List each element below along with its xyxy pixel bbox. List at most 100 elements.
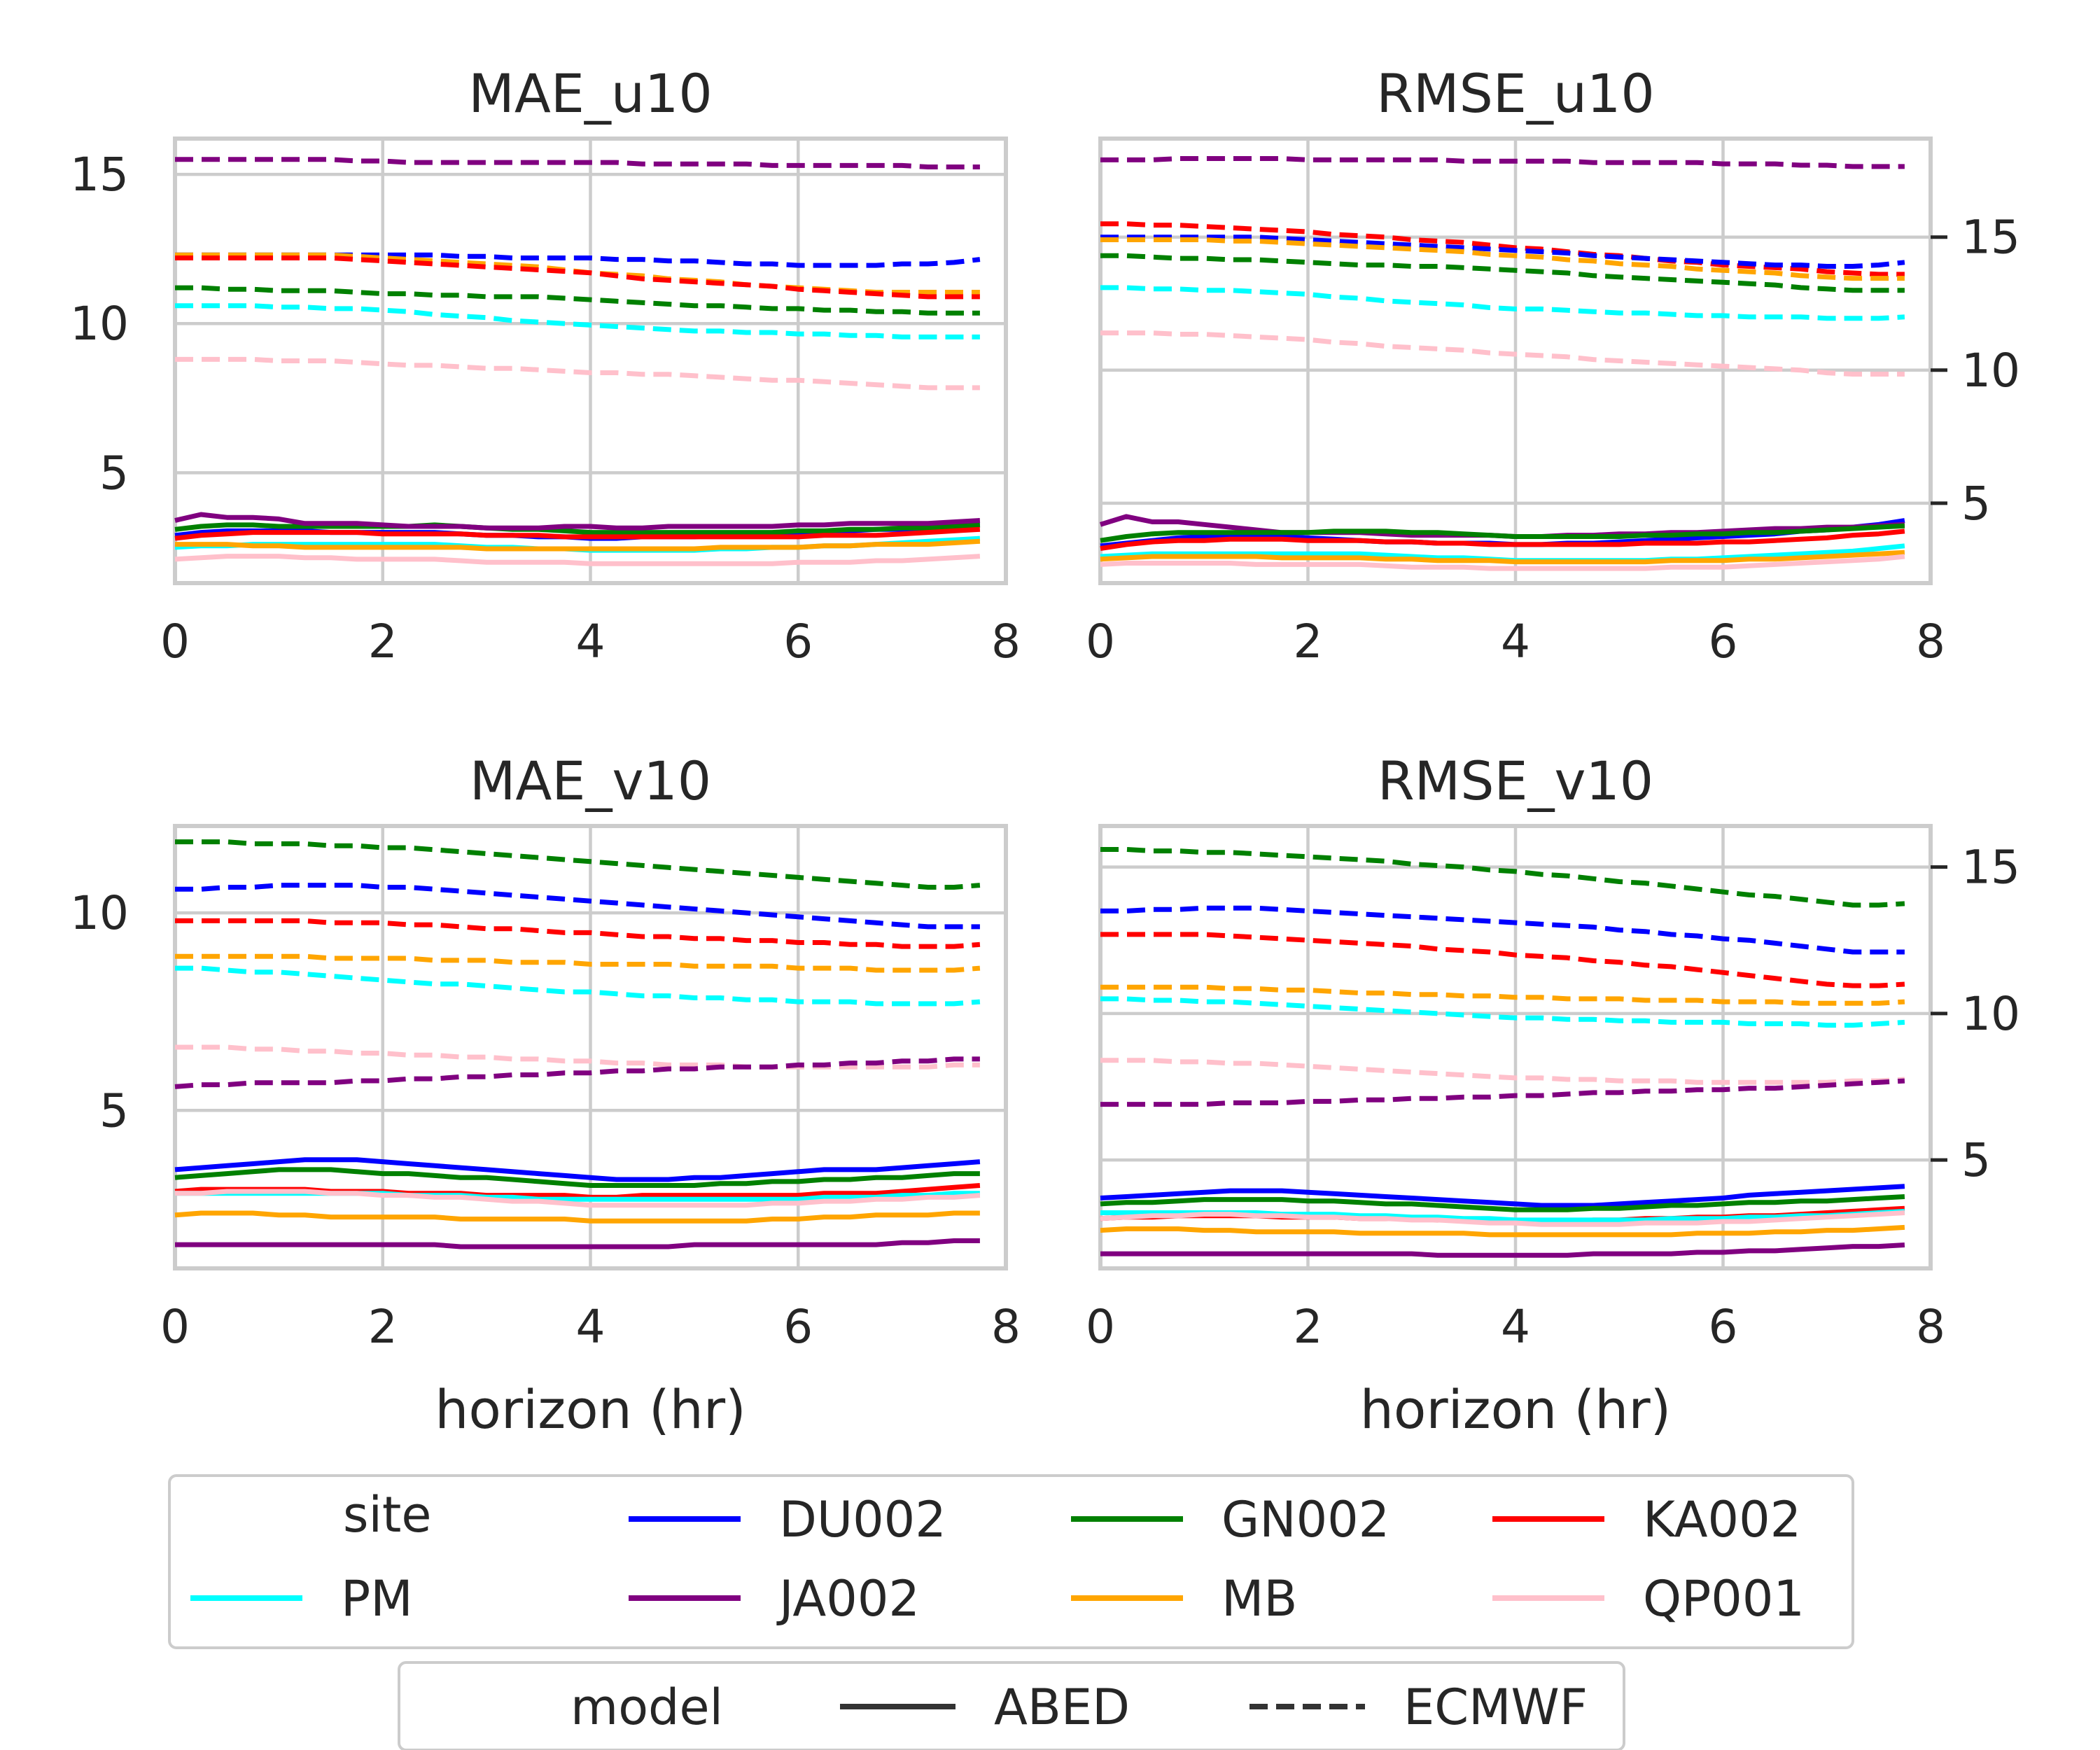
series-line-du002-ecmwf <box>175 883 980 930</box>
series-line-qp001-abed <box>174 554 981 566</box>
series-line-du002-ecmwf <box>1100 234 1905 269</box>
y-tick-label: 10 <box>1961 344 2020 398</box>
series-line-ka002-ecmwf <box>1100 221 1905 277</box>
legend-site-label-qp001: QP001 <box>1643 1570 1805 1628</box>
y-tick-label: 10 <box>70 886 129 940</box>
x-tick-label: 8 <box>1916 615 1945 668</box>
panel-mae-u10: MAE_u10 0 2 4 6 8 5 10 15 <box>70 62 1021 668</box>
series-line-pm-ecmwf <box>175 965 981 1007</box>
series-line-gn002-ecmwf <box>1100 253 1905 293</box>
legend-site-label-ka002: KA002 <box>1643 1491 1801 1548</box>
series-line-mb-ecmwf <box>1100 237 1905 281</box>
series-line-qp001-abed <box>1100 1210 1905 1227</box>
legend-site-label-pm: PM <box>341 1570 413 1628</box>
series-line-gn002-ecmwf <box>175 285 980 316</box>
legend-model-frame <box>398 1661 1625 1750</box>
y-tick-label: 10 <box>70 297 129 351</box>
panel-title: RMSE_u10 <box>1376 62 1655 125</box>
panel-title: MAE_u10 <box>468 62 712 125</box>
legend-model-label-ecmwf: ECMWF <box>1404 1679 1588 1736</box>
plot-frame <box>1098 136 1933 585</box>
x-tick-label: 6 <box>1709 615 1738 668</box>
panels: MAE_u10 0 2 4 6 8 5 10 15 RMSE_u10 0 2 4 6 8 5 10 15 MAE_v… <box>70 62 2020 1441</box>
series-line-du002-ecmwf <box>1100 905 1905 955</box>
series-line-qp001-ecmwf <box>1100 330 1905 377</box>
series-line-pm-ecmwf <box>175 303 980 340</box>
series-line-ka002-ecmwf <box>175 918 981 949</box>
legend-site-frame <box>168 1474 1854 1649</box>
series-line-ka002-ecmwf <box>175 255 980 300</box>
x-tick-label: 2 <box>1294 615 1323 668</box>
legend-model-title: model <box>570 1679 723 1736</box>
x-tick-label: 4 <box>1501 1300 1530 1354</box>
x-tick-label: 2 <box>1294 1300 1323 1354</box>
y-tick-label: 5 <box>99 446 129 500</box>
x-tick-label: 4 <box>576 615 606 668</box>
x-tick-label: 2 <box>368 615 398 668</box>
panel-rmse-u10: RMSE_u10 0 2 4 6 8 5 10 15 <box>1086 62 2020 668</box>
x-axis-label: horizon (hr) <box>435 1378 746 1441</box>
x-tick-label: 8 <box>1916 1300 1945 1354</box>
legend-site-title: site <box>343 1486 431 1544</box>
series-line-mb-ecmwf <box>175 953 981 973</box>
series-line-gn002-abed <box>1100 523 1905 543</box>
series-line-ka002-abed <box>1100 528 1905 552</box>
legend-site: site DU002 GN002 KA002 PM JA002 MB QP001 <box>168 1474 1854 1649</box>
x-tick-label: 0 <box>160 615 190 668</box>
x-tick-label: 4 <box>576 1300 606 1354</box>
x-tick-label: 2 <box>368 1300 398 1354</box>
x-tick-label: 0 <box>160 1300 190 1354</box>
x-tick-label: 6 <box>783 1300 813 1354</box>
y-tick-label: 15 <box>70 148 129 202</box>
y-tick-label: 5 <box>1961 477 1991 531</box>
x-tick-label: 4 <box>1501 615 1530 668</box>
panel-rmse-v10: RMSE_v10 0 2 4 6 8 5 10 15 horizon (hr) <box>1086 750 2020 1441</box>
x-tick-label: 8 <box>991 615 1021 668</box>
series-line-mb-abed <box>175 538 981 552</box>
series-line-gn002-abed <box>1100 1194 1905 1212</box>
series-line-mb-abed <box>174 1210 980 1224</box>
y-tick-label: 5 <box>1961 1133 1991 1187</box>
legend-site-label-du002: DU002 <box>779 1491 946 1548</box>
legend-site-label-mb: MB <box>1222 1570 1297 1628</box>
y-tick-label: 5 <box>99 1084 129 1138</box>
legend-site-label-ja002: JA002 <box>776 1570 920 1628</box>
y-tick-label: 10 <box>1961 987 2020 1041</box>
series-line-pm-ecmwf <box>1100 285 1905 321</box>
panel-mae-v10: MAE_v10 0 2 4 6 8 5 10 horizon (hr) <box>70 750 1021 1441</box>
panel-title: RMSE_v10 <box>1378 750 1653 812</box>
x-tick-label: 6 <box>1709 1300 1738 1354</box>
series-line-gn002-abed <box>174 522 981 536</box>
y-tick-label: 15 <box>1961 211 2020 265</box>
panel-title: MAE_v10 <box>470 750 711 812</box>
plot-frame <box>1098 824 1933 1270</box>
series-line-qp001-abed <box>1100 554 1905 571</box>
legend-model: model ABED ECMWF <box>398 1661 1625 1750</box>
x-tick-label: 0 <box>1086 615 1115 668</box>
series-line-qp001-abed <box>175 1189 981 1208</box>
series-line-ja002-ecmwf <box>1100 156 1905 169</box>
series-line-ja002-ecmwf <box>174 1056 980 1089</box>
x-axis-label: horizon (hr) <box>1360 1378 1671 1441</box>
series-line-ja002-abed <box>1100 1242 1905 1258</box>
series-line-ka002-abed <box>174 526 981 541</box>
y-tick-label: 15 <box>1961 841 2020 895</box>
series-line-pm-ecmwf <box>1100 996 1905 1028</box>
series-line-mb-abed <box>1100 1224 1905 1238</box>
series-line-du002-abed <box>1100 1184 1905 1208</box>
series-line-ja002-ecmwf <box>175 157 980 169</box>
series-line-ja002-abed <box>174 512 981 531</box>
series-line-qp001-ecmwf <box>175 1044 980 1070</box>
series-line-du002-abed <box>174 1157 981 1182</box>
series-line-gn002-ecmwf <box>1100 847 1905 908</box>
series-line-ja002-abed <box>175 1238 980 1250</box>
legend-site-label-gn002: GN002 <box>1222 1491 1390 1548</box>
series-line-qp001-ecmwf <box>1100 1058 1905 1085</box>
series-line-qp001-ecmwf <box>175 356 980 391</box>
series-line-ka002-ecmwf <box>1100 932 1905 988</box>
series-line-gn002-abed <box>174 1167 980 1188</box>
x-tick-label: 0 <box>1086 1300 1115 1354</box>
x-tick-label: 8 <box>991 1300 1021 1354</box>
series-line-mb-ecmwf <box>1100 984 1905 1006</box>
